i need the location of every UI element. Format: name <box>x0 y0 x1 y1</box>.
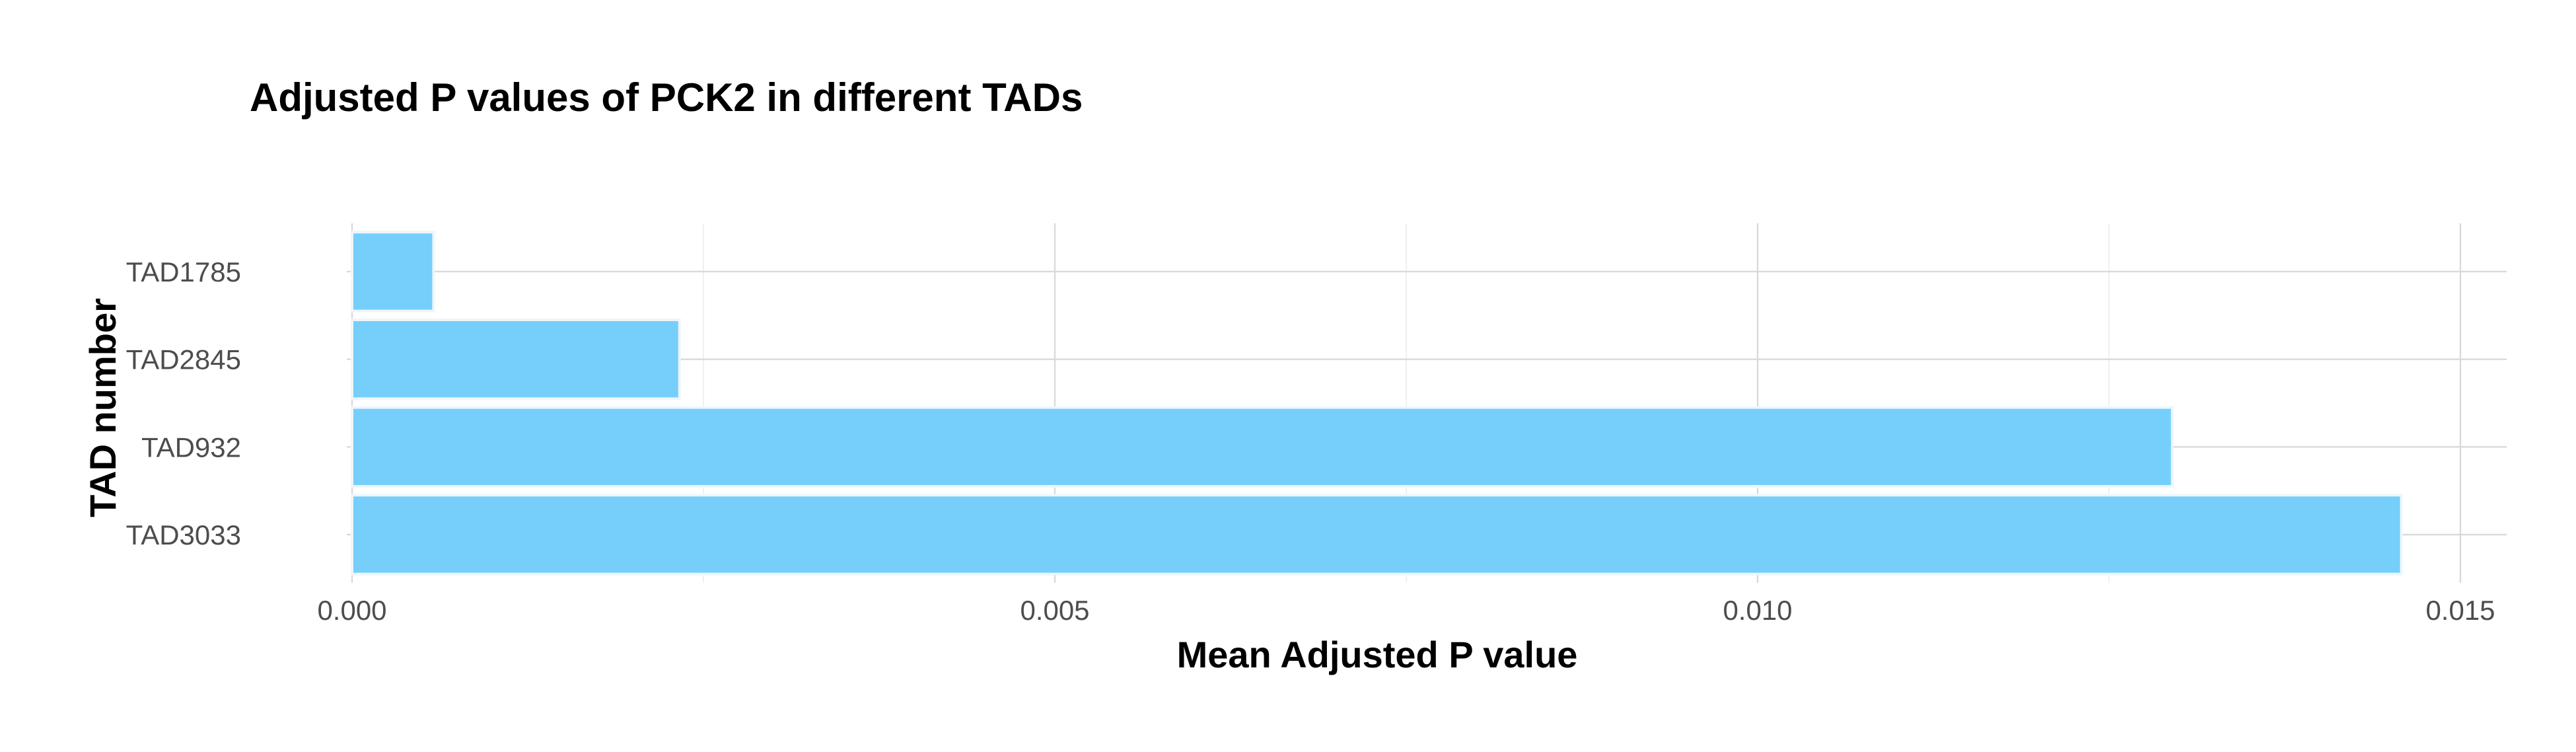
chart-title: Adjusted P values of PCK2 in different T… <box>250 75 1083 120</box>
x-axis-title: Mean Adjusted P value <box>1177 634 1578 675</box>
y-tick-label: TAD1785 <box>126 256 241 287</box>
x-tick-label: 0.010 <box>1723 595 1792 626</box>
y-tick-label: TAD2845 <box>126 344 241 375</box>
y-tick-label: TAD3033 <box>126 519 241 550</box>
bar-tad1785 <box>351 231 435 313</box>
x-tick-label: 0.005 <box>1020 595 1089 626</box>
bar-layer <box>351 231 2403 576</box>
y-tick-labels: TAD1785 TAD2845 TAD932 TAD3033 <box>126 256 241 550</box>
x-tick-label: 0.000 <box>317 595 386 626</box>
y-axis-title: TAD number <box>82 298 124 517</box>
bar-tad2845 <box>351 318 681 400</box>
bar-tad3033 <box>351 494 2403 576</box>
bar-tad932 <box>351 406 2174 488</box>
x-tick-labels: 0.000 0.005 0.010 0.015 <box>317 595 2495 626</box>
x-tick-label: 0.015 <box>2425 595 2495 626</box>
y-tick-label: TAD932 <box>141 432 241 463</box>
